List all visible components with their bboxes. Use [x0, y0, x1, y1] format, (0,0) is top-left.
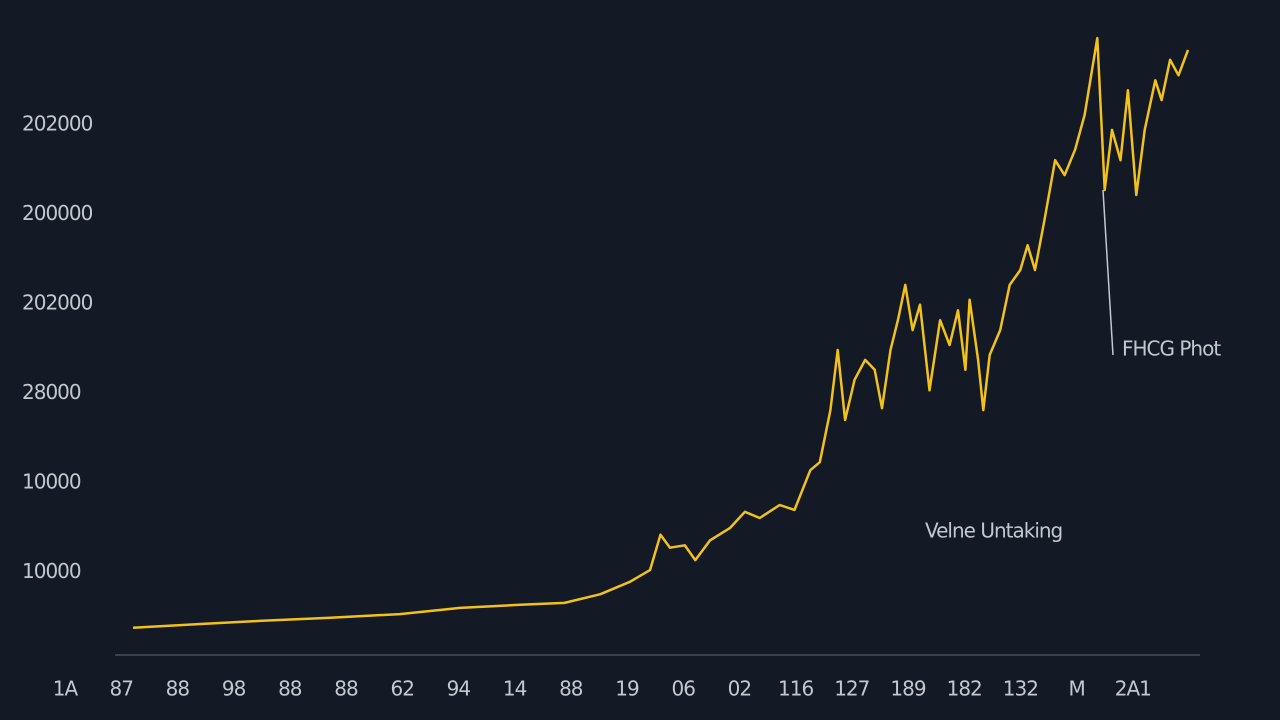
leader-line [1102, 189, 1114, 356]
x-tick-label: 06 [671, 677, 695, 701]
y-tick-label: 28000 [22, 380, 81, 404]
line [132, 36, 1190, 629]
x-tick-label: 88 [334, 677, 358, 701]
x-tick-label: 189 [890, 677, 925, 701]
x-tick-label: 88 [278, 677, 302, 701]
y-tick-label: 10000 [22, 559, 81, 583]
x-tick-label: 19 [615, 677, 639, 701]
x-tick-label: 98 [222, 677, 246, 701]
x-tick-label: M [1068, 677, 1084, 701]
x-tick-label: 87 [109, 677, 133, 701]
x-tick-label: 2A1 [1115, 677, 1151, 701]
y-tick-label: 200000 [22, 201, 93, 225]
x-tick-label: 94 [447, 677, 471, 701]
x-tick-label: 88 [559, 677, 583, 701]
x-tick-label: 02 [728, 677, 751, 701]
y-tick-label: 202000 [22, 112, 93, 136]
annotation: Velne Untaking [925, 519, 1062, 543]
x-tick-label: 132 [1003, 677, 1038, 701]
y-tick-label: 202000 [22, 291, 93, 315]
x-tick-label: 116 [778, 677, 813, 701]
x-tick-label: 182 [947, 677, 982, 701]
x-tick-label: 14 [503, 677, 527, 701]
x-tick-label: 1A [53, 677, 79, 701]
x-tick-label: 127 [834, 677, 869, 701]
x-tick-label: 88 [166, 677, 190, 701]
annotation: FHCG Phot [1122, 337, 1221, 361]
x-tick-label: 62 [390, 677, 413, 701]
y-tick-label: 10000 [22, 470, 81, 494]
